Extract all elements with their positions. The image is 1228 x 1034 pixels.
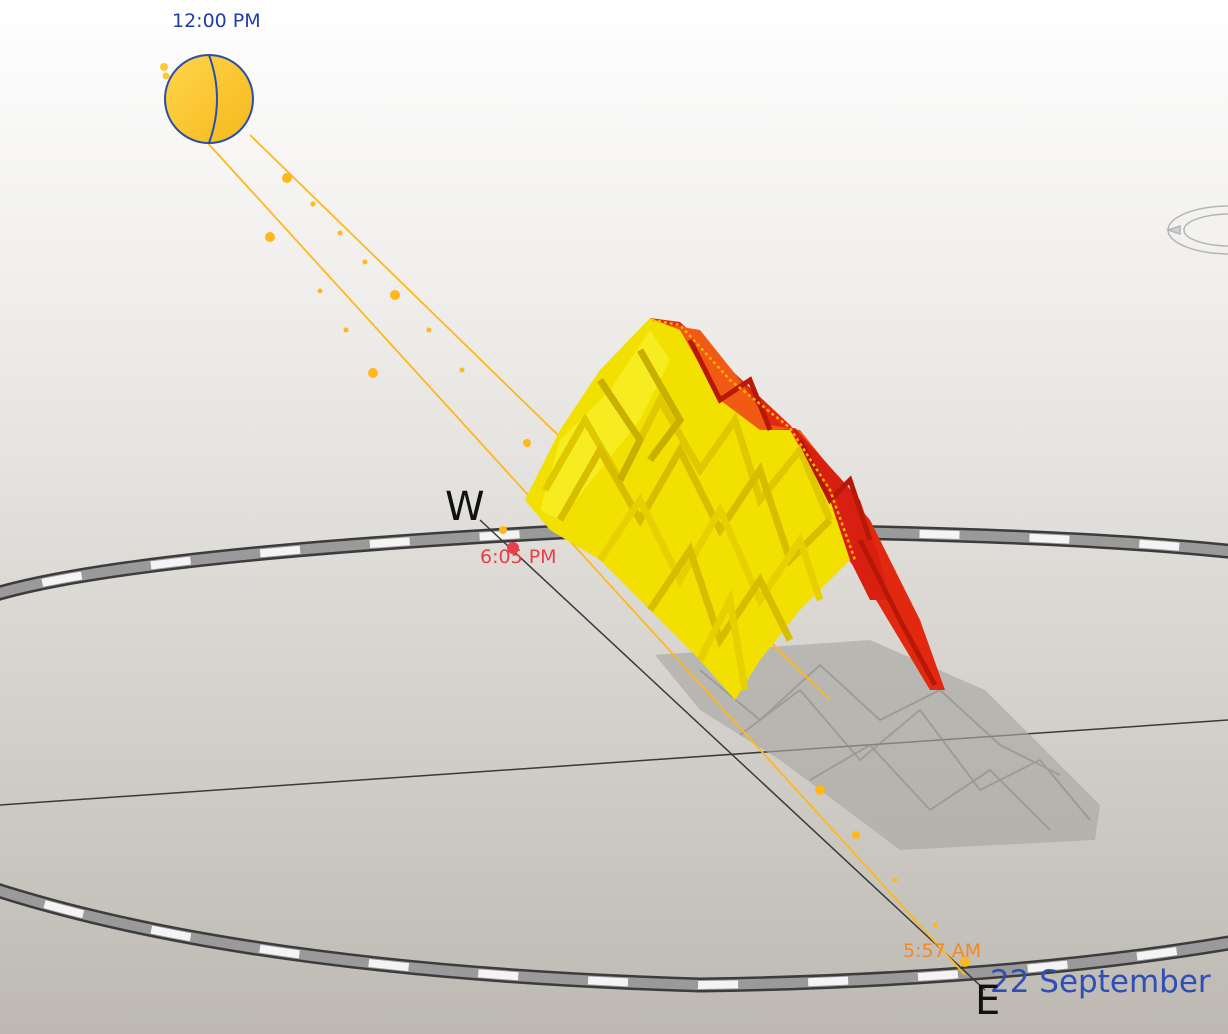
sun-icon[interactable]	[160, 54, 254, 144]
structure-shade-lattice	[687, 338, 938, 687]
sunset-marker	[507, 542, 519, 554]
structure-ridge	[651, 318, 857, 561]
sunset-time-label: 6:05 PM	[480, 546, 557, 568]
noon-time-label: 12:00 PM	[172, 10, 261, 32]
date-label: 22 September	[990, 964, 1211, 1000]
compass-west-label: W	[445, 484, 485, 530]
structure-shadow-pattern	[699, 663, 1091, 831]
structure-lattice	[541, 348, 834, 691]
view-cube-icon[interactable]	[1165, 205, 1228, 255]
sunrise-time-label: 5:57 AM	[903, 940, 982, 962]
structure-sunlit-side	[525, 318, 850, 700]
compass-east-label: E	[975, 978, 1001, 1024]
